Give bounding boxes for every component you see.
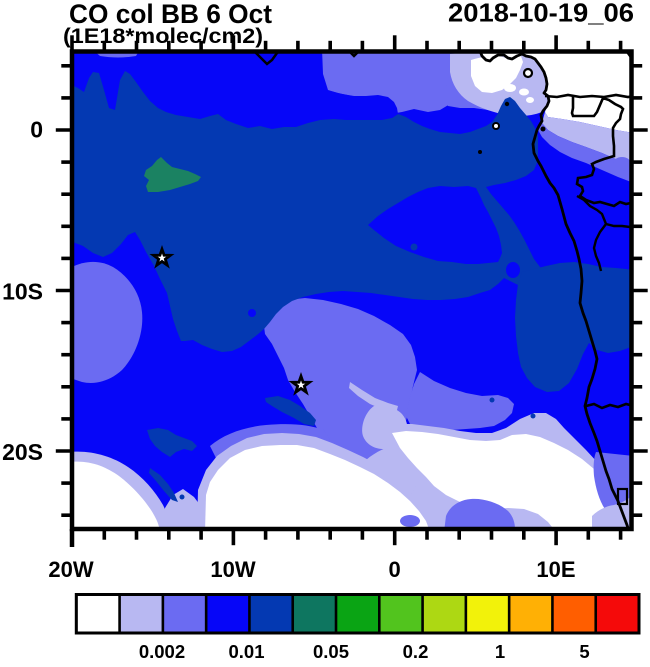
svg-text:0: 0 xyxy=(388,557,400,582)
svg-text:1: 1 xyxy=(495,641,505,662)
svg-text:10E: 10E xyxy=(536,557,575,582)
svg-text:20S: 20S xyxy=(2,439,43,465)
svg-text:0.05: 0.05 xyxy=(313,641,349,662)
svg-text:0.002: 0.002 xyxy=(139,641,185,662)
svg-text:20W: 20W xyxy=(48,557,93,582)
svg-text:10W: 10W xyxy=(210,557,255,582)
svg-text:0: 0 xyxy=(30,117,43,143)
svg-text:CO col BB 6 Oct: CO col BB 6 Oct xyxy=(69,0,272,29)
svg-text:5: 5 xyxy=(579,641,589,662)
svg-text:(1E18*molec/cm2): (1E18*molec/cm2) xyxy=(63,24,263,48)
svg-text:10S: 10S xyxy=(2,279,43,305)
svg-text:2018-10-19_06: 2018-10-19_06 xyxy=(448,0,634,28)
svg-text:0.2: 0.2 xyxy=(403,641,429,662)
svg-text:0.01: 0.01 xyxy=(228,641,264,662)
